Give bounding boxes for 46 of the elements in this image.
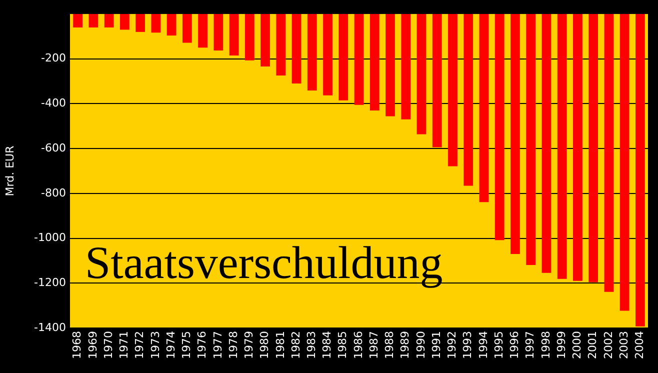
x-tick-label: 1986 — [352, 331, 365, 359]
x-tick-label: 1982 — [289, 331, 302, 359]
y-axis-title: Mrd. EUR — [3, 145, 16, 196]
y-tick-label: -200 — [41, 52, 66, 65]
x-tick-label: 1972 — [133, 331, 146, 359]
y-tick-label: -1400 — [34, 320, 66, 334]
x-tick-label: 1979 — [242, 331, 256, 359]
x-tick-label: 1984 — [320, 331, 334, 359]
x-tick-label: 1992 — [446, 331, 459, 359]
x-tick-label: 1995 — [492, 331, 506, 359]
y-tick-label: -1200 — [34, 276, 66, 289]
y-tick-label: -1000 — [34, 231, 66, 244]
x-tick-label: 1988 — [383, 331, 396, 359]
y-tick-label: -800 — [41, 186, 66, 200]
x-tick-label: 1990 — [414, 331, 428, 359]
x-tick-label: 1974 — [164, 331, 178, 359]
x-tick-label: 1977 — [211, 331, 224, 359]
text: Staatsverschuldung — [85, 237, 443, 288]
x-tick-label: 1998 — [539, 331, 552, 359]
x-tick-label: 1968 — [70, 331, 84, 359]
x-tick-label: 1980 — [258, 331, 272, 359]
x-tick-label: 1983 — [304, 331, 318, 359]
x-tick-label: 2001 — [586, 331, 600, 359]
x-tick-label: 1985 — [336, 331, 350, 359]
x-tick-label: 1970 — [102, 331, 115, 359]
x-tick-label: 1987 — [367, 331, 380, 359]
x-tick-label: 1994 — [476, 331, 490, 359]
x-tick-label: 2004 — [633, 331, 646, 359]
x-tick-label: 1969 — [86, 331, 100, 359]
x-tick-label: 1981 — [274, 331, 287, 359]
x-tick-label: 1993 — [461, 331, 474, 359]
x-tick-label: 1996 — [508, 331, 522, 359]
x-tick-label: 1978 — [226, 331, 240, 359]
x-tick-label: 1975 — [180, 331, 194, 359]
x-tick-label: 2000 — [570, 331, 584, 359]
x-tick-label: 1989 — [398, 331, 412, 359]
y-tick-label: -400 — [41, 96, 66, 110]
x-tick-label: 1997 — [524, 331, 537, 359]
x-tick-label: 1999 — [554, 331, 568, 359]
x-tick-label: 1976 — [196, 331, 209, 359]
x-tick-label: 1991 — [430, 331, 443, 359]
x-tick-label: 2003 — [617, 331, 630, 359]
x-tick-label: 1971 — [118, 331, 131, 359]
x-tick-label: 2002 — [602, 331, 615, 359]
x-tick-label: 1973 — [148, 331, 162, 359]
y-tick-label: -600 — [41, 141, 66, 154]
